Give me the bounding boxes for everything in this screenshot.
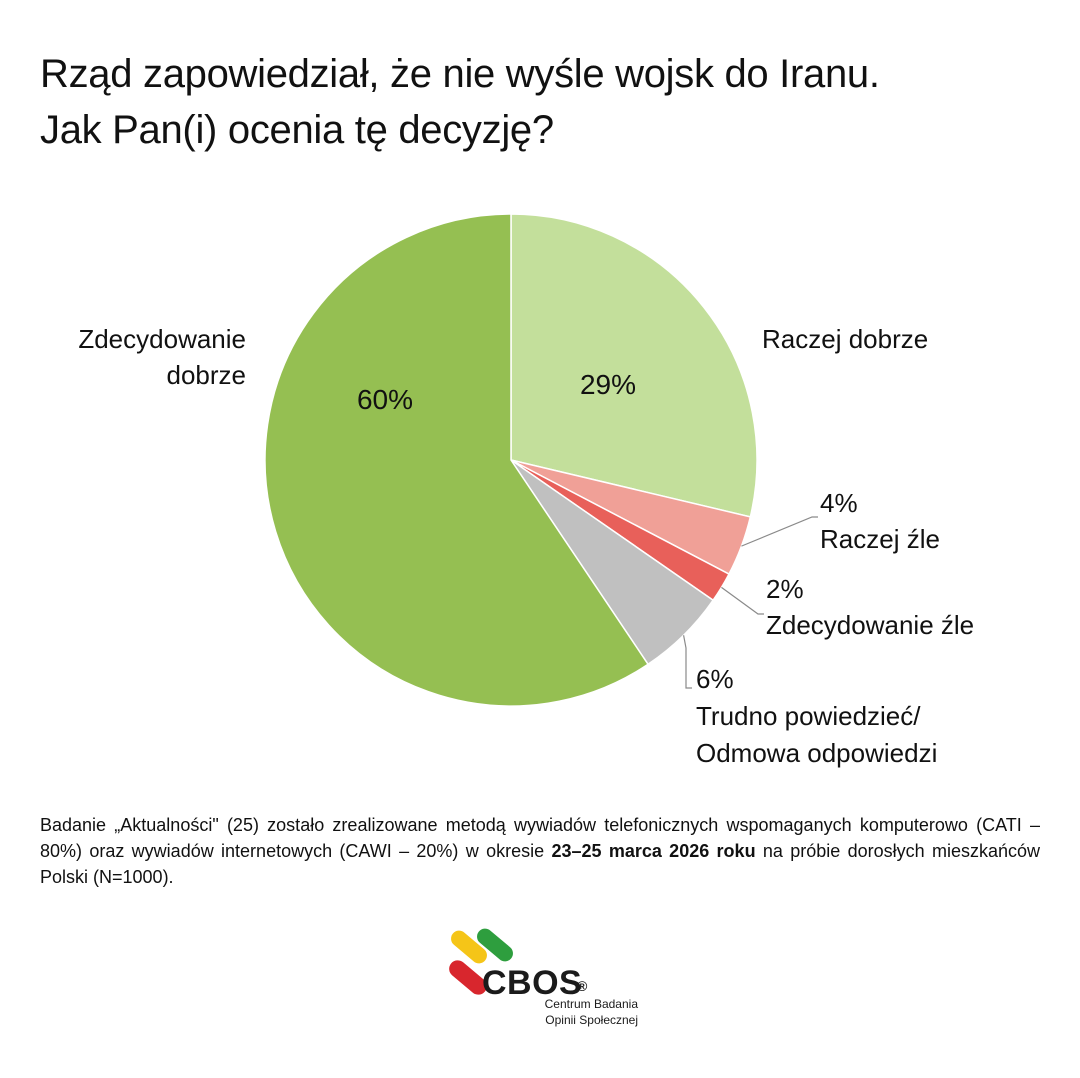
slice-label-raczej-zle: Raczej źle	[820, 524, 940, 554]
logo-pill-red	[449, 960, 487, 995]
pie-slice-raczej-dobrze	[510, 213, 758, 518]
logo-pill-yellow	[451, 930, 487, 964]
registered-mark: ®	[577, 978, 588, 994]
cbos-logo-subtitle-line-2: Opinii Społecznej	[545, 1013, 638, 1027]
methodology-note-date: 23–25 marca 2026 roku	[551, 841, 756, 861]
cbos-logo-name: CBOS	[482, 964, 583, 1002]
slice-label-zdecydowanie-dobrze-line-2: dobrze	[167, 360, 247, 390]
cbos-logo-subtitle-line-1: Centrum Badania	[544, 997, 638, 1011]
leader-line-trudno-powiedziec	[683, 635, 692, 689]
slice-label-zdecydowanie-zle: Zdecydowanie źle	[766, 610, 974, 640]
pie-chart: 29% Raczej dobrze 60% Zdecydowanie dobrze 4% R…	[78, 213, 974, 768]
logo-pill-green	[477, 928, 513, 962]
slice-label-zdecydowanie-dobrze-line-1: Zdecydowanie	[78, 324, 246, 354]
chart-title: Rząd zapowiedział, że nie wyśle wojsk do…	[40, 46, 1040, 158]
data-label-raczej-zle: 4%	[820, 488, 858, 518]
slice-label-trudno-powiedziec-line-2: Odmowa odpowiedzi	[696, 738, 937, 768]
cbos-logo-subtitle: Centrum Badania Opinii Społecznej	[506, 996, 638, 1028]
data-label-raczej-dobrze: 29%	[580, 369, 636, 400]
leader-line-zdecydowanie-zle	[721, 586, 764, 615]
pie-slice-zdecydowanie-dobrze	[264, 213, 650, 707]
chart-title-line-2: Jak Pan(i) ocenia tę decyzję?	[40, 108, 554, 152]
data-label-trudno-powiedziec: 6%	[696, 664, 734, 694]
chart-title-line-1: Rząd zapowiedział, że nie wyśle wojsk do…	[40, 52, 880, 96]
methodology-note: Badanie „Aktualności" (25) zostało zreal…	[40, 812, 1040, 890]
slice-label-trudno-powiedziec-line-1: Trudno powiedzieć/	[696, 701, 921, 731]
data-label-zdecydowanie-dobrze: 60%	[357, 384, 413, 415]
slice-label-raczej-dobrze: Raczej dobrze	[762, 324, 928, 354]
methodology-note-text-2: na próbie dorosłych mieszkańców Polski (…	[40, 841, 1040, 887]
leader-line-raczej-zle	[741, 516, 818, 547]
data-label-zdecydowanie-zle: 2%	[766, 574, 804, 604]
cbos-logo-mark	[449, 928, 513, 995]
methodology-note-text-1: Badanie „Aktualności" (25) zostało zreal…	[40, 815, 1040, 861]
